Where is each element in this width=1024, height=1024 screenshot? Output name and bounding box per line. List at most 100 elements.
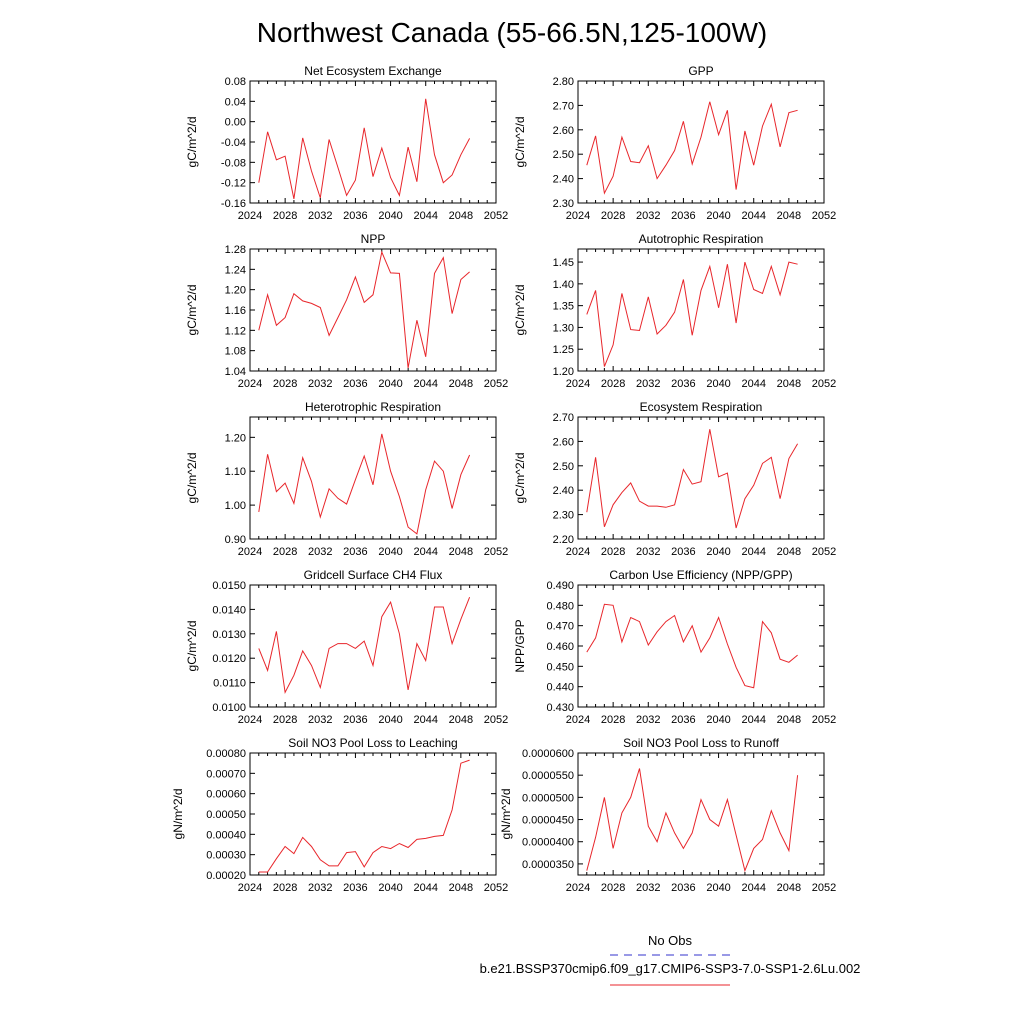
x-tick-label: 2040 — [706, 378, 730, 390]
panel-3: NPP gC/m^2/d 2024 2028 2032 2036 2040 2044 2048 2… — [185, 232, 508, 390]
x-tick-label: 2024 — [566, 210, 590, 222]
series-line — [258, 433, 471, 535]
y-tick-label: 1.20 — [553, 366, 574, 378]
x-tick-label: 2036 — [671, 714, 695, 726]
y-tick-label: 0.00060 — [206, 789, 246, 801]
y-tick-label: 0.0000400 — [522, 837, 574, 849]
y-tick-label: 0.0000450 — [522, 815, 574, 827]
x-tick-label: 2052 — [484, 714, 508, 726]
x-tick-label: 2032 — [636, 546, 660, 558]
x-tick-label: 2024 — [566, 714, 590, 726]
panel-title: NPP — [361, 232, 386, 246]
y-tick-label: 0.490 — [546, 580, 574, 592]
x-tick-label: 2044 — [413, 210, 437, 222]
y-tick-label: 1.30 — [553, 322, 574, 334]
x-tick-label: 2040 — [706, 546, 730, 558]
y-tick-label: 0.0140 — [212, 604, 246, 616]
x-tick-label: 2048 — [449, 714, 473, 726]
y-axis-label: gC/m^2/d — [185, 285, 199, 336]
y-tick-label: 0.0120 — [212, 653, 246, 665]
y-axis-label: gC/m^2/d — [185, 453, 199, 504]
y-tick-label: 0.00040 — [206, 829, 246, 841]
x-tick-label: 2040 — [378, 210, 402, 222]
y-tick-label: -0.04 — [221, 137, 246, 149]
panel-title: Ecosystem Respiration — [640, 400, 763, 414]
panel-6: Ecosystem Respiration gC/m^2/d 2024 2028 203… — [513, 400, 836, 558]
series-line — [258, 98, 471, 200]
x-tick-label: 2044 — [741, 546, 765, 558]
panel-title: Soil NO3 Pool Loss to Runoff — [623, 736, 780, 750]
x-tick-label: 2048 — [777, 378, 801, 390]
series-line — [586, 101, 798, 195]
x-tick-label: 2028 — [601, 714, 625, 726]
panel-title: GPP — [688, 64, 713, 78]
panel-title: Net Ecosystem Exchange — [304, 64, 442, 78]
x-tick-label: 2044 — [741, 378, 765, 390]
y-tick-label: -0.08 — [221, 157, 246, 169]
x-tick-label: 2028 — [273, 210, 297, 222]
y-tick-label: 0.450 — [546, 661, 574, 673]
y-tick-label: 0.430 — [546, 702, 574, 714]
x-tick-label: 2024 — [238, 378, 262, 390]
y-tick-label: 2.40 — [553, 174, 574, 186]
y-tick-label: 1.35 — [553, 301, 574, 313]
x-tick-label: 2024 — [238, 882, 262, 894]
y-axis-label: gC/m^2/d — [513, 117, 527, 168]
y-tick-label: 0.00 — [225, 117, 246, 129]
panel-2: GPP gC/m^2/d 2024 2028 2032 2036 2040 2044 2048 2… — [513, 64, 836, 222]
x-tick-label: 2024 — [566, 546, 590, 558]
y-tick-label: 0.00070 — [206, 768, 246, 780]
x-tick-label: 2044 — [741, 210, 765, 222]
x-tick-label: 2052 — [484, 546, 508, 558]
y-tick-label: 2.50 — [553, 149, 574, 161]
x-tick-label: 2036 — [343, 546, 367, 558]
y-axis-label: NPP/GPP — [513, 619, 527, 672]
x-tick-label: 2052 — [812, 882, 836, 894]
y-tick-label: 2.40 — [553, 485, 574, 497]
x-tick-label: 2052 — [484, 882, 508, 894]
y-tick-label: 2.80 — [553, 76, 574, 88]
x-tick-label: 2028 — [601, 378, 625, 390]
panel-1: Net Ecosystem Exchange gC/m^2/d 2024 2028 20… — [185, 64, 508, 222]
y-axis-label: gC/m^2/d — [185, 621, 199, 672]
x-tick-label: 2048 — [449, 378, 473, 390]
y-tick-label: 0.0000550 — [522, 770, 574, 782]
x-tick-label: 2044 — [413, 714, 437, 726]
y-tick-label: 0.470 — [546, 621, 574, 633]
x-tick-label: 2032 — [308, 882, 332, 894]
y-axis-label: gN/m^2/d — [171, 789, 185, 840]
y-tick-label: 1.04 — [225, 366, 246, 378]
plot-frame — [249, 80, 497, 204]
y-tick-label: 0.00080 — [206, 748, 246, 760]
x-tick-label: 2036 — [343, 882, 367, 894]
x-tick-label: 2036 — [671, 546, 695, 558]
x-tick-label: 2028 — [273, 714, 297, 726]
y-tick-label: 2.30 — [553, 198, 574, 210]
y-tick-label: 1.16 — [225, 305, 246, 317]
panel-title: Soil NO3 Pool Loss to Leaching — [288, 736, 457, 750]
x-tick-label: 2028 — [601, 546, 625, 558]
x-tick-label: 2032 — [636, 714, 660, 726]
plot-frame — [249, 416, 497, 540]
y-tick-label: 0.04 — [225, 96, 246, 108]
x-tick-label: 2040 — [706, 714, 730, 726]
x-tick-label: 2044 — [413, 378, 437, 390]
y-tick-label: 1.45 — [553, 257, 574, 269]
y-tick-label: 1.10 — [225, 466, 246, 478]
x-tick-label: 2052 — [812, 714, 836, 726]
panel-4: Autotrophic Respiration gC/m^2/d 2024 2028 2… — [513, 232, 836, 390]
x-tick-label: 2036 — [671, 210, 695, 222]
panel-title: Gridcell Surface CH4 Flux — [304, 568, 443, 582]
series-line — [586, 768, 799, 873]
y-tick-label: 0.0100 — [212, 702, 246, 714]
legend-label-no-obs: No Obs — [648, 933, 693, 948]
y-axis-label: gC/m^2/d — [513, 285, 527, 336]
x-tick-label: 2040 — [378, 882, 402, 894]
x-tick-label: 2052 — [484, 210, 508, 222]
x-tick-label: 2024 — [238, 546, 262, 558]
series-line — [586, 429, 799, 529]
panel-5: Heterotrophic Respiration gC/m^2/d 2024 202… — [185, 400, 508, 558]
y-tick-label: 1.00 — [225, 500, 246, 512]
y-tick-label: 1.40 — [553, 279, 574, 291]
x-tick-label: 2048 — [777, 210, 801, 222]
